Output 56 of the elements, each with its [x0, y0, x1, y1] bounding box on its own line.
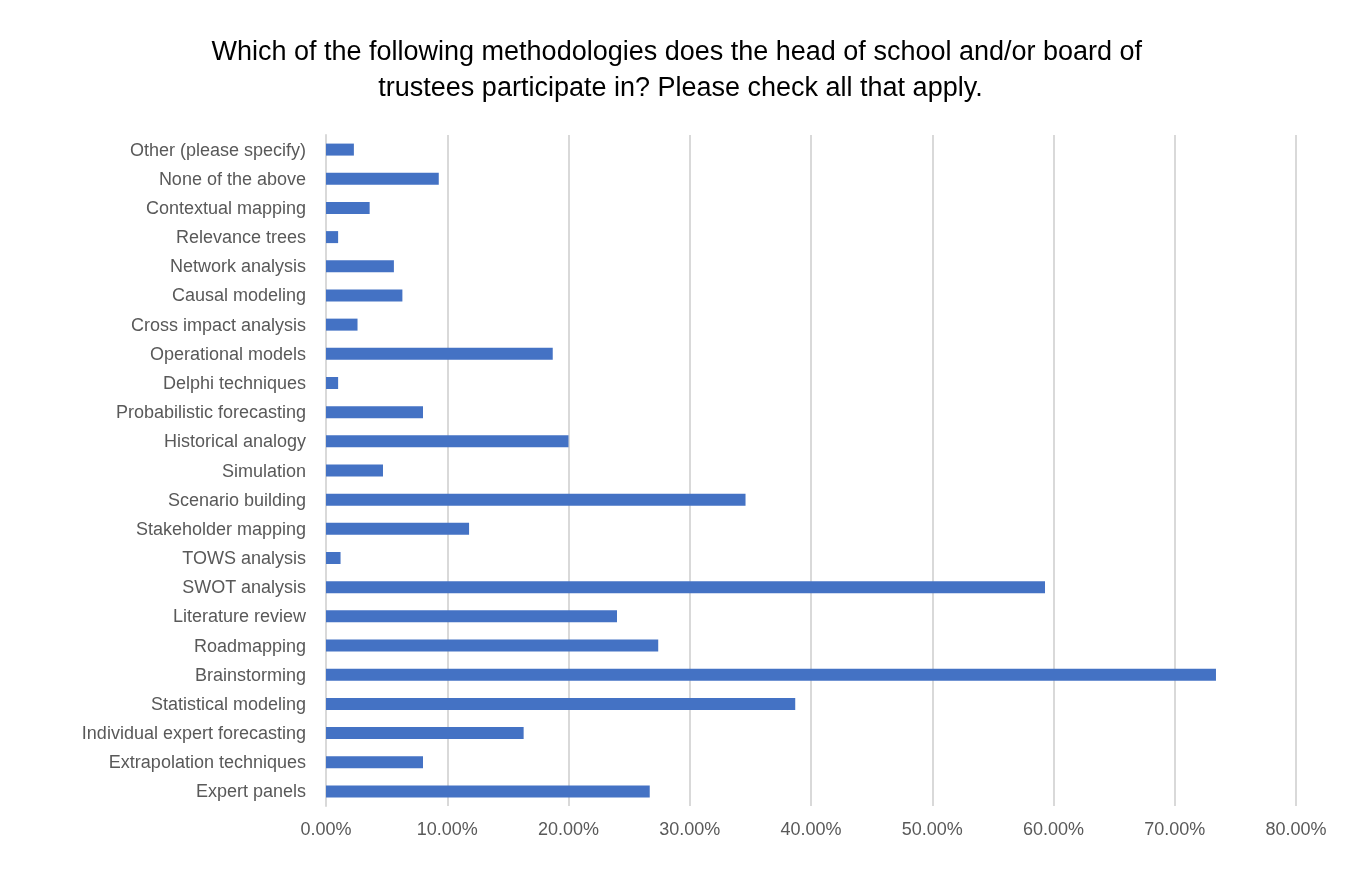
y-tick-label: Roadmapping — [193, 635, 306, 656]
y-tick-label: Historical analogy — [163, 431, 306, 452]
bar — [326, 289, 403, 302]
y-tick-label: Cross impact analysis — [130, 314, 306, 335]
bar — [326, 668, 1216, 681]
bar — [326, 581, 1046, 594]
x-tick-label: 10.00% — [416, 819, 478, 839]
bar — [326, 231, 339, 244]
bar — [326, 785, 650, 798]
y-tick-label: Stakeholder mapping — [135, 518, 306, 539]
y-tick-label: Brainstorming — [194, 664, 306, 685]
bar — [326, 406, 423, 419]
bar — [326, 639, 659, 652]
y-tick-label: Relevance trees — [175, 227, 306, 248]
y-tick-label: Other (please specify) — [129, 139, 306, 160]
y-tick-label: Extrapolation techniques — [108, 752, 306, 773]
y-tick-label: Probabilistic forecasting — [115, 402, 306, 423]
y-tick-label: Contextual mapping — [145, 197, 306, 218]
x-tick-label: 40.00% — [780, 819, 842, 839]
bar — [326, 435, 569, 448]
y-tick-label: SWOT analysis — [182, 577, 306, 598]
bar — [326, 493, 746, 506]
bar — [326, 756, 423, 769]
bar — [326, 201, 370, 214]
y-tick-label: Network analysis — [169, 256, 306, 277]
bar — [326, 347, 553, 360]
x-tick-label: 30.00% — [659, 819, 721, 839]
y-tick-label: Scenario building — [167, 489, 306, 510]
bar — [326, 143, 354, 156]
y-tick-label: Expert panels — [195, 781, 306, 802]
chart-title: Which of the following methodologies does the head of school and/or board of trustees participate in? Please check all that apply. — [211, 36, 1150, 102]
bar — [326, 464, 383, 477]
y-tick-label: Causal modeling — [171, 285, 306, 306]
x-tick-label: 50.00% — [901, 819, 963, 839]
bar — [326, 697, 796, 710]
y-tick-label: Statistical modeling — [150, 693, 306, 714]
x-tick-label: 60.00% — [1022, 819, 1085, 839]
y-tick-label: Individual expert forecasting — [81, 723, 306, 744]
x-tick-label: 80.00% — [1265, 819, 1327, 839]
x-tick-label: 0.00% — [300, 819, 352, 839]
y-tick-label: Delphi techniques — [162, 372, 306, 393]
bar — [326, 727, 524, 740]
bar — [326, 610, 617, 623]
bar — [326, 260, 394, 273]
y-tick-label: None of the above — [158, 168, 306, 189]
y-tick-label: Operational models — [149, 343, 306, 364]
bar — [326, 522, 470, 535]
x-tick-label: 70.00% — [1144, 819, 1206, 839]
y-tick-label: TOWS analysis — [182, 548, 306, 569]
bar — [326, 172, 439, 185]
x-tick-label: 20.00% — [537, 819, 600, 839]
bar — [326, 376, 339, 389]
bar — [326, 552, 341, 565]
y-tick-label: Literature review — [172, 606, 307, 627]
bar — [326, 318, 358, 331]
y-tick-label: Simulation — [221, 460, 306, 481]
